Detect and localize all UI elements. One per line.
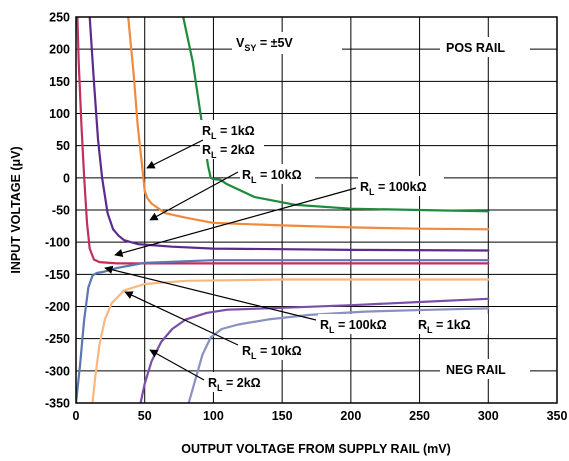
rl-1k-neg-label: RL = 1kΩ bbox=[418, 318, 471, 335]
x-tick-label: 0 bbox=[73, 409, 80, 423]
vsy-label: VSY = ±5V bbox=[236, 36, 293, 53]
series-line-pos-2k bbox=[127, 17, 490, 231]
series-line-neg-2k bbox=[139, 297, 490, 403]
x-tick-label: 100 bbox=[203, 409, 224, 423]
y-tick-label: -150 bbox=[45, 268, 70, 282]
rl-10k-neg-label: RL = 10kΩ bbox=[242, 344, 302, 361]
y-tick-label: -350 bbox=[45, 397, 70, 411]
rl-100k-neg-box bbox=[318, 314, 408, 334]
rl-10k-neg-box bbox=[240, 340, 316, 360]
y-tick-labels: 250 200 150 100 50 0 -50 -100 -150 -200 -250 -300 -3… bbox=[45, 11, 70, 411]
series-line-pos-100k bbox=[76, 17, 490, 265]
annotation-arrows bbox=[104, 139, 357, 381]
series-line-neg-1k bbox=[187, 307, 490, 403]
grid bbox=[76, 17, 557, 403]
rl-10k-pos-box bbox=[240, 164, 315, 184]
y-tick-label: 0 bbox=[63, 171, 70, 185]
y-tick-label: -200 bbox=[45, 300, 70, 314]
neg-rail-label: NEG RAIL bbox=[446, 363, 506, 377]
x-tick-labels: 0 50 100 150 200 250 300 350 bbox=[73, 409, 568, 423]
x-tick-label: 300 bbox=[478, 409, 499, 423]
x-tick-label: 150 bbox=[272, 409, 293, 423]
x-tick-label: 50 bbox=[138, 409, 152, 423]
arrow-rl-10k-pos bbox=[114, 187, 357, 258]
rl-10k-pos-label: RL = 10kΩ bbox=[242, 168, 302, 185]
series-line-pos-10k bbox=[88, 17, 490, 252]
x-tick-label: 200 bbox=[340, 409, 361, 423]
x-axis-label: OUTPUT VOLTAGE FROM SUPPLY RAIL (mV) bbox=[181, 442, 450, 456]
y-axis-label: INPUT VOLTAGE (μV) bbox=[9, 146, 23, 273]
x-tick-label: 250 bbox=[409, 409, 430, 423]
rl-100k-neg-label: RL = 100kΩ bbox=[320, 318, 387, 335]
arrow-rl-1k-pos bbox=[146, 139, 204, 169]
rl-2k-pos-box bbox=[200, 139, 264, 159]
pos-rail-label: POS RAIL bbox=[446, 41, 505, 55]
rl-1k-pos-label: RL = 1kΩ bbox=[202, 124, 255, 141]
y-tick-label: 150 bbox=[49, 75, 70, 89]
series-line-neg-10k bbox=[91, 278, 490, 403]
x-tick-label: 350 bbox=[547, 409, 568, 423]
y-tick-label: -300 bbox=[45, 364, 70, 378]
series-line-neg-100k bbox=[76, 259, 490, 403]
vsy-box bbox=[232, 32, 342, 54]
rl-100k-pos-label: RL = 100kΩ bbox=[360, 180, 427, 197]
y-tick-label: 250 bbox=[49, 11, 70, 25]
arrow-rl-10k-neg bbox=[149, 349, 205, 381]
annotations: VSY = ±5V POS RAIL NEG RAIL RL = 1kΩ RL … bbox=[200, 32, 530, 393]
arrow-rl-2k-pos bbox=[149, 171, 239, 221]
y-tick-label: 50 bbox=[56, 139, 70, 153]
rl-2k-pos-label: RL = 2kΩ bbox=[202, 143, 255, 160]
arrow-rl-100k-pos bbox=[104, 265, 317, 321]
y-tick-label: -50 bbox=[52, 204, 70, 218]
series-layer bbox=[76, 17, 490, 403]
pos-rail-box bbox=[440, 37, 530, 57]
rl-1k-pos-box bbox=[200, 120, 264, 140]
rl-2k-neg-label: RL = 2kΩ bbox=[208, 376, 261, 393]
neg-rail-box bbox=[440, 359, 530, 379]
rl-2k-neg-box bbox=[206, 372, 274, 392]
y-tick-label: 200 bbox=[49, 43, 70, 57]
arrow-rl-100k-neg bbox=[124, 291, 239, 346]
rl-100k-pos-box bbox=[358, 176, 444, 196]
plot-frame bbox=[75, 16, 558, 404]
y-tick-label: 100 bbox=[49, 107, 70, 121]
rl-1k-neg-box bbox=[416, 314, 488, 334]
y-tick-label: -250 bbox=[45, 332, 70, 346]
y-tick-label: -100 bbox=[45, 236, 70, 250]
